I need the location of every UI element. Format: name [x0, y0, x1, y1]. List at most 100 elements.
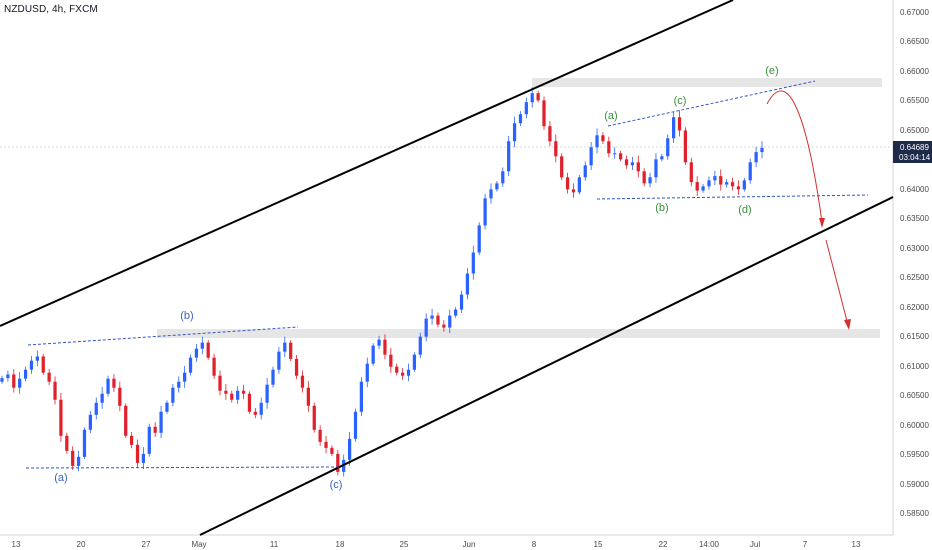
candle-bullish[interactable]: [23, 369, 28, 379]
candle-bearish[interactable]: [683, 130, 688, 163]
candle-bullish[interactable]: [424, 318, 428, 337]
candle-bullish[interactable]: [660, 156, 664, 160]
candle-bullish[interactable]: [666, 138, 670, 157]
candle-bearish[interactable]: [224, 390, 228, 394]
candle-bearish[interactable]: [53, 381, 57, 400]
candle-bullish[interactable]: [188, 357, 193, 373]
candle-bearish[interactable]: [536, 93, 540, 101]
candle-bearish[interactable]: [312, 405, 316, 430]
candle-bearish[interactable]: [289, 342, 293, 359]
candle-bullish[interactable]: [430, 315, 434, 319]
candle-bullish[interactable]: [672, 117, 676, 139]
candle-bullish[interactable]: [371, 345, 375, 364]
candle-bearish[interactable]: [212, 357, 216, 376]
candle-bearish[interactable]: [618, 153, 623, 160]
candle-bearish[interactable]: [548, 126, 552, 142]
resistance-zone[interactable]: [532, 78, 882, 87]
projection-line[interactable]: [825, 239, 849, 326]
candle-bullish[interactable]: [748, 162, 752, 181]
candle-bearish[interactable]: [636, 162, 640, 172]
candle-bearish[interactable]: [12, 374, 16, 388]
candle-bullish[interactable]: [200, 342, 204, 349]
candle-bullish[interactable]: [277, 351, 281, 370]
candle-bullish[interactable]: [76, 456, 81, 466]
candle-bearish[interactable]: [607, 141, 611, 154]
candle-bullish[interactable]: [418, 336, 422, 355]
candle-bullish[interactable]: [583, 165, 587, 178]
candle-bullish[interactable]: [530, 93, 534, 103]
projection-curve[interactable]: [766, 90, 823, 223]
support-zone[interactable]: [157, 329, 880, 338]
candle-bullish[interactable]: [512, 123, 517, 142]
price-axis-panel[interactable]: [893, 0, 932, 535]
candle-bearish[interactable]: [241, 390, 246, 394]
candle-bullish[interactable]: [177, 381, 181, 388]
candle-bearish[interactable]: [389, 354, 393, 367]
candle-bullish[interactable]: [589, 147, 593, 166]
candle-bullish[interactable]: [259, 402, 263, 415]
candle-bearish[interactable]: [730, 182, 735, 187]
candle-bearish[interactable]: [129, 435, 134, 445]
candle-bearish[interactable]: [41, 356, 45, 373]
candle-bearish[interactable]: [118, 387, 122, 406]
candle-bearish[interactable]: [554, 141, 558, 157]
candle-bearish[interactable]: [247, 393, 252, 412]
candle-bearish[interactable]: [230, 393, 234, 400]
candle-bullish[interactable]: [713, 176, 717, 181]
candle-bullish[interactable]: [725, 182, 729, 185]
candle-bullish[interactable]: [507, 141, 511, 172]
candle-bullish[interactable]: [147, 426, 151, 454]
candle-bearish[interactable]: [71, 450, 75, 466]
candle-bullish[interactable]: [630, 162, 635, 166]
candle-bearish[interactable]: [218, 375, 222, 391]
candle-bearish[interactable]: [294, 358, 299, 376]
candle-bullish[interactable]: [236, 390, 240, 400]
candle-bearish[interactable]: [677, 117, 682, 131]
candle-bullish[interactable]: [495, 183, 499, 190]
candle-bullish[interactable]: [701, 186, 705, 191]
candle-bullish[interactable]: [477, 225, 481, 253]
candle-bullish[interactable]: [454, 309, 458, 316]
symbol-title[interactable]: NZDUSD, 4h, FXCM: [4, 4, 98, 15]
candle-bearish[interactable]: [689, 162, 693, 183]
candle-bearish[interactable]: [642, 171, 646, 184]
candle-bearish[interactable]: [542, 100, 546, 127]
candle-bullish[interactable]: [754, 152, 758, 163]
candle-bullish[interactable]: [648, 177, 652, 184]
candle-bullish[interactable]: [448, 315, 452, 328]
candle-bearish[interactable]: [401, 372, 405, 376]
candle-bearish[interactable]: [135, 444, 140, 463]
candle-bearish[interactable]: [300, 375, 305, 388]
triangle-top-line[interactable]: [607, 80, 816, 127]
candle-bullish[interactable]: [760, 147, 764, 153]
candle-bearish[interactable]: [336, 453, 340, 472]
candle-bullish[interactable]: [518, 114, 523, 124]
candle-bullish[interactable]: [183, 372, 187, 382]
candle-bullish[interactable]: [465, 273, 470, 295]
candle-bullish[interactable]: [159, 411, 163, 433]
triangle-bottom-line[interactable]: [596, 194, 869, 200]
candle-bearish[interactable]: [330, 447, 334, 454]
candle-bullish[interactable]: [29, 360, 34, 370]
candle-bullish[interactable]: [283, 342, 287, 352]
candle-bearish[interactable]: [442, 324, 446, 328]
candle-bearish[interactable]: [565, 177, 570, 190]
channel-upper-line[interactable]: [0, 0, 734, 327]
candle-bearish[interactable]: [719, 176, 723, 185]
candle-bullish[interactable]: [82, 429, 87, 457]
candle-bearish[interactable]: [436, 315, 440, 325]
candle-bullish[interactable]: [353, 411, 358, 439]
candle-bullish[interactable]: [100, 393, 104, 403]
candle-bullish[interactable]: [165, 402, 169, 412]
candle-bearish[interactable]: [47, 372, 51, 382]
candle-bullish[interactable]: [459, 294, 464, 310]
channel-lower-line[interactable]: [199, 196, 894, 536]
candle-bullish[interactable]: [377, 339, 381, 346]
candle-bullish[interactable]: [707, 180, 711, 187]
candle-bullish[interactable]: [595, 135, 599, 148]
candle-bullish[interactable]: [94, 402, 98, 415]
candle-bullish[interactable]: [347, 438, 352, 460]
candle-bearish[interactable]: [560, 156, 564, 178]
candle-bearish[interactable]: [206, 342, 210, 358]
